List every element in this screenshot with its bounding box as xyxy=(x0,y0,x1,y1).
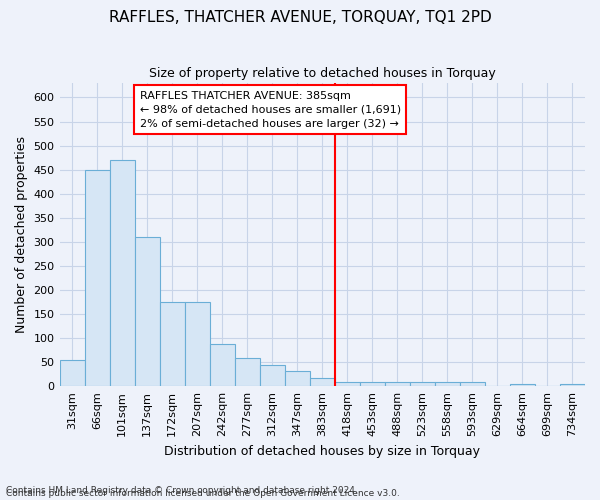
Text: RAFFLES, THATCHER AVENUE, TORQUAY, TQ1 2PD: RAFFLES, THATCHER AVENUE, TORQUAY, TQ1 2… xyxy=(109,10,491,25)
Text: Contains public sector information licensed under the Open Government Licence v3: Contains public sector information licen… xyxy=(6,488,400,498)
Bar xyxy=(260,366,285,386)
Bar xyxy=(460,382,485,386)
Bar xyxy=(185,302,209,386)
Bar xyxy=(59,360,85,386)
Bar xyxy=(385,382,410,386)
Y-axis label: Number of detached properties: Number of detached properties xyxy=(15,136,28,333)
Text: RAFFLES THATCHER AVENUE: 385sqm
← 98% of detached houses are smaller (1,691)
2% : RAFFLES THATCHER AVENUE: 385sqm ← 98% of… xyxy=(140,90,401,128)
Bar xyxy=(560,384,585,386)
Bar xyxy=(235,358,260,386)
Bar xyxy=(110,160,134,386)
Bar xyxy=(285,372,310,386)
Bar xyxy=(209,344,235,386)
X-axis label: Distribution of detached houses by size in Torquay: Distribution of detached houses by size … xyxy=(164,444,480,458)
Title: Size of property relative to detached houses in Torquay: Size of property relative to detached ho… xyxy=(149,68,496,80)
Bar xyxy=(85,170,110,386)
Bar xyxy=(134,236,160,386)
Bar xyxy=(160,302,185,386)
Bar xyxy=(360,382,385,386)
Bar xyxy=(410,382,435,386)
Bar xyxy=(435,382,460,386)
Bar xyxy=(510,384,535,386)
Bar xyxy=(310,378,335,386)
Bar xyxy=(335,382,360,386)
Text: Contains HM Land Registry data © Crown copyright and database right 2024.: Contains HM Land Registry data © Crown c… xyxy=(6,486,358,495)
